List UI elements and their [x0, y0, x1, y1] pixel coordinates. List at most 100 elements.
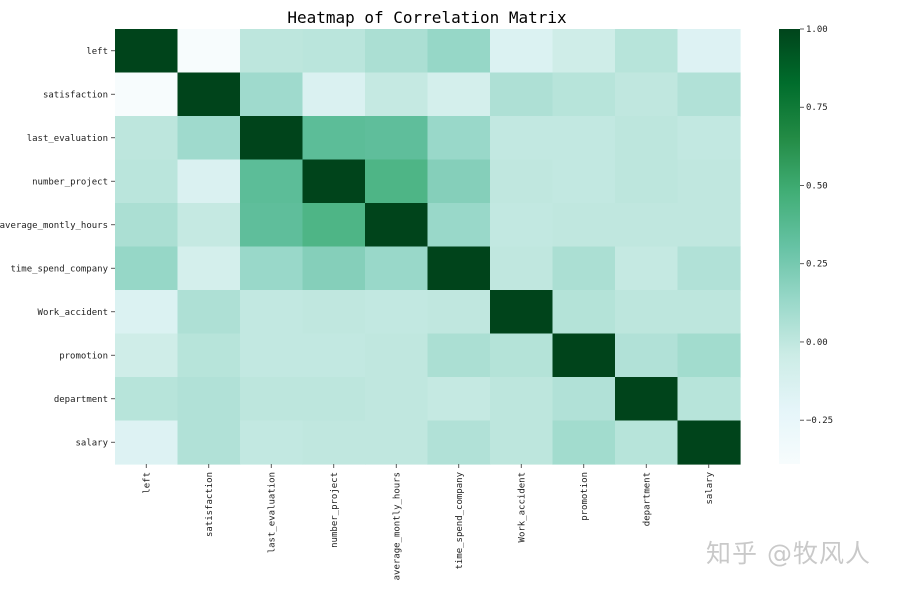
heatmap-cell-1-0	[115, 72, 179, 117]
heatmap-cell-0-7	[552, 29, 616, 74]
heatmap-cell-2-5	[427, 116, 491, 161]
x-tick-label: number_project	[330, 472, 340, 548]
heatmap-cell-1-7	[552, 72, 616, 117]
heatmap-cell-1-5	[427, 72, 491, 117]
heatmap-cell-9-4	[365, 420, 429, 465]
heatmap-cell-8-6	[490, 377, 554, 422]
x-tick-label: left	[142, 472, 152, 494]
heatmap-cell-7-6	[490, 333, 554, 378]
heatmap-cell-9-5	[427, 420, 491, 465]
y-tick-label: Work_accident	[38, 308, 108, 318]
colorbar-tick-label: 0.25	[806, 260, 828, 270]
colorbar-tick-label: 0.50	[806, 181, 828, 191]
heatmap-cell-5-1	[177, 246, 241, 291]
heatmap-cell-0-5	[427, 29, 491, 74]
heatmap-cell-7-0	[115, 333, 179, 378]
colorbar-tick-label: 0.00	[806, 338, 828, 348]
colorbar-tick-label: 1.00	[806, 25, 828, 35]
heatmap-cell-5-0	[115, 246, 179, 291]
heatmap-cell-2-0	[115, 116, 179, 161]
heatmap-cell-7-9	[677, 333, 741, 378]
heatmap-cell-1-1	[177, 72, 241, 117]
heatmap-cell-6-7	[552, 290, 616, 335]
heatmap-cell-8-1	[177, 377, 241, 422]
heatmap-cell-1-6	[490, 72, 554, 117]
heatmap-cell-5-9	[677, 246, 741, 291]
heatmap-cell-7-8	[615, 333, 679, 378]
heatmap-cell-5-3	[302, 246, 366, 291]
heatmap-cell-0-4	[365, 29, 429, 74]
heatmap-cell-7-4	[365, 333, 429, 378]
heatmap-cell-6-4	[365, 290, 429, 335]
heatmap-cell-2-3	[302, 116, 366, 161]
y-tick-label: average_montly_hours	[0, 221, 108, 231]
y-tick-labels: left satisfaction last_evaluation number_pr…	[0, 47, 115, 448]
heatmap-cell-8-9	[677, 377, 741, 422]
heatmap-cell-8-2	[240, 377, 304, 422]
y-tick-label: promotion	[59, 351, 108, 361]
heatmap-cell-6-2	[240, 290, 304, 335]
x-tick-label: promotion	[580, 472, 590, 521]
heatmap-cell-0-3	[302, 29, 366, 74]
y-tick-label: time_spend_company	[10, 264, 108, 274]
heatmap-cell-8-0	[115, 377, 179, 422]
heatmap-cells	[115, 29, 741, 465]
heatmap-cell-9-9	[677, 420, 741, 465]
heatmap-cell-3-3	[302, 159, 366, 204]
heatmap-cell-3-6	[490, 159, 554, 204]
chart-title: Heatmap of Correlation Matrix	[287, 8, 567, 27]
heatmap-cell-8-8	[615, 377, 679, 422]
heatmap-cell-2-4	[365, 116, 429, 161]
heatmap-cell-4-1	[177, 203, 241, 248]
heatmap-cell-7-7	[552, 333, 616, 378]
heatmap-cell-4-5	[427, 203, 491, 248]
heatmap-cell-5-2	[240, 246, 304, 291]
heatmap-cell-5-6	[490, 246, 554, 291]
heatmap-cell-5-5	[427, 246, 491, 291]
heatmap-cell-8-7	[552, 377, 616, 422]
heatmap-cell-9-7	[552, 420, 616, 465]
heatmap-cell-3-8	[615, 159, 679, 204]
y-tick-label: department	[54, 395, 108, 405]
colorbar-tick-label: 0.75	[806, 103, 828, 113]
heatmap-cell-0-9	[677, 29, 741, 74]
y-tick-label: salary	[75, 438, 108, 448]
heatmap-cell-8-5	[427, 377, 491, 422]
heatmap-cell-3-4	[365, 159, 429, 204]
heatmap-cell-7-2	[240, 333, 304, 378]
heatmap-cell-2-1	[177, 116, 241, 161]
heatmap-cell-2-7	[552, 116, 616, 161]
heatmap-cell-4-9	[677, 203, 741, 248]
heatmap-cell-3-2	[240, 159, 304, 204]
heatmap-cell-5-7	[552, 246, 616, 291]
heatmap-cell-3-7	[552, 159, 616, 204]
heatmap-cell-4-6	[490, 203, 554, 248]
heatmap-cell-6-0	[115, 290, 179, 335]
heatmap-cell-5-4	[365, 246, 429, 291]
heatmap-cell-6-8	[615, 290, 679, 335]
heatmap-cell-2-6	[490, 116, 554, 161]
y-tick-label: satisfaction	[43, 90, 108, 100]
heatmap-cell-0-1	[177, 29, 241, 74]
x-tick-label: last_evaluation	[267, 472, 277, 553]
heatmap-cell-3-1	[177, 159, 241, 204]
heatmap-cell-3-9	[677, 159, 741, 204]
heatmap-cell-4-7	[552, 203, 616, 248]
y-tick-label: left	[86, 47, 108, 57]
heatmap-cell-3-0	[115, 159, 179, 204]
heatmap-cell-4-4	[365, 203, 429, 248]
heatmap-cell-6-6	[490, 290, 554, 335]
x-tick-label: salary	[705, 471, 715, 504]
heatmap-cell-0-8	[615, 29, 679, 74]
heatmap-cell-1-8	[615, 72, 679, 117]
heatmap-cell-7-1	[177, 333, 241, 378]
heatmap-cell-9-8	[615, 420, 679, 465]
heatmap-cell-0-2	[240, 29, 304, 74]
heatmap-cell-2-8	[615, 116, 679, 161]
heatmap-cell-1-9	[677, 72, 741, 117]
watermark-text: 知乎 @牧风人	[706, 539, 871, 568]
heatmap-cell-9-1	[177, 420, 241, 465]
heatmap-cell-7-5	[427, 333, 491, 378]
heatmap-cell-1-2	[240, 72, 304, 117]
